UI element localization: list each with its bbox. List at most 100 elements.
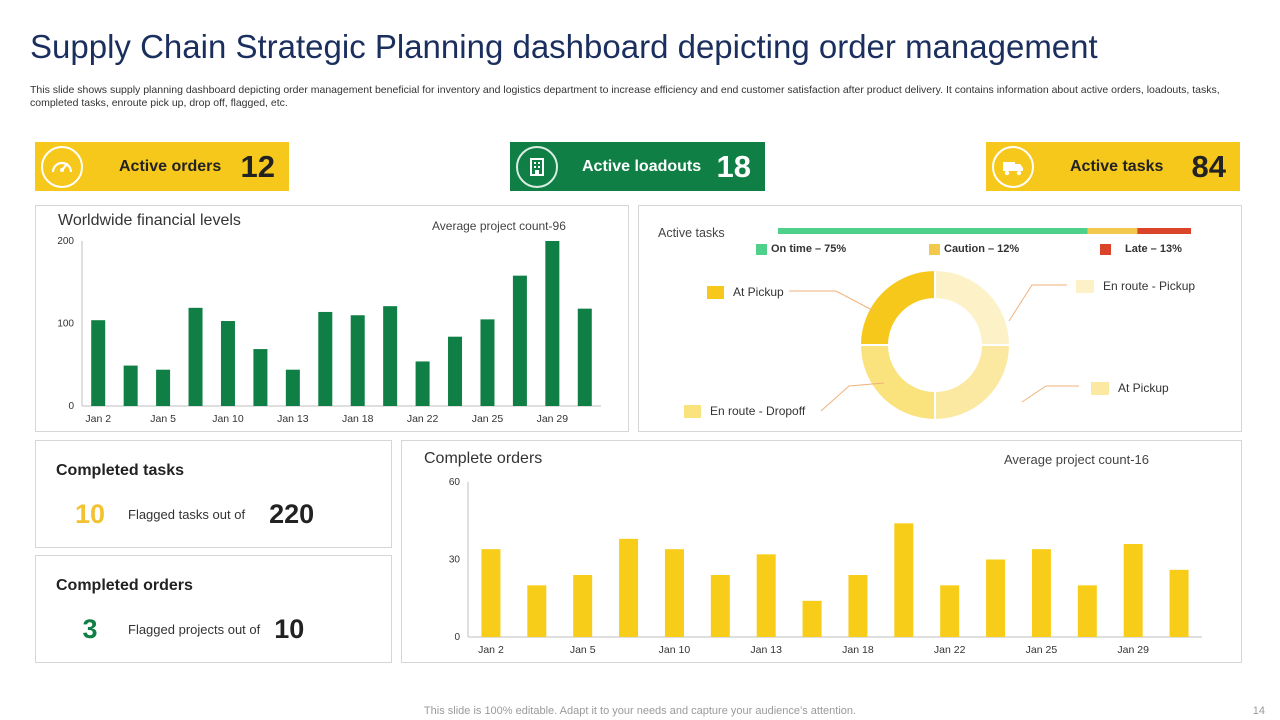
- callout-label: En route - Dropoff: [710, 404, 806, 418]
- x-tick-label: Jan 13: [750, 644, 782, 656]
- panel-subtitle: Average project count-16: [1004, 452, 1150, 467]
- complete-orders-bar-chart: 0 30 60 Jan 2 Jan 5 Jan 10 Jan 13 Jan 18 Jan 22 J…: [449, 477, 1202, 656]
- panel-title: Active tasks: [658, 226, 725, 240]
- stat-label: Flagged tasks out of: [128, 507, 246, 522]
- kpi-active-tasks[interactable]: Active tasks 84: [986, 142, 1240, 191]
- bar: [527, 585, 547, 637]
- flagged-count: 3: [82, 614, 98, 644]
- completed-orders-card: Completed orders 3 Flagged projects out …: [35, 555, 392, 663]
- legend-swatch: [929, 243, 940, 255]
- task-donut-chart: [789, 268, 1079, 422]
- donut-slice: [934, 268, 1012, 346]
- bar: [573, 575, 593, 637]
- y-tick-label: 30: [449, 555, 461, 566]
- bar: [188, 307, 203, 406]
- bar: [940, 585, 960, 637]
- callout-label: At Pickup: [733, 285, 784, 299]
- x-tick-label: Jan 10: [212, 413, 244, 425]
- kpi-active-loadouts[interactable]: Active loadouts 18: [510, 142, 765, 191]
- footer-note: This slide is 100% editable. Adapt it to…: [423, 705, 857, 717]
- progress-segment: [778, 228, 1088, 234]
- leader-line: [789, 290, 875, 312]
- x-tick-label: Jan 13: [277, 413, 309, 425]
- progress-segment: [1087, 228, 1138, 234]
- completed-tasks-card: Completed tasks 10 Flagged tasks out of …: [35, 440, 392, 548]
- y-tick-label: 200: [57, 236, 74, 247]
- leader-line: [1008, 284, 1067, 322]
- callout-swatch: [684, 404, 701, 418]
- bar: [1169, 569, 1189, 637]
- callout-en-route-pickup: En route - Pickup: [1076, 279, 1195, 293]
- callout-en-route-dropoff: En route - Dropoff: [684, 404, 805, 418]
- y-tick-label: 100: [57, 319, 74, 330]
- x-tick-label: Jan 25: [472, 413, 504, 425]
- legend-label: Late – 13%: [1125, 243, 1182, 255]
- kpi-value: 84: [1191, 148, 1226, 184]
- building-icon: [516, 145, 558, 188]
- bar: [512, 275, 527, 406]
- stat-total: 220: [269, 499, 315, 529]
- kpi-label: Active tasks: [1070, 157, 1164, 175]
- bar: [1031, 549, 1051, 637]
- bar: [91, 320, 106, 406]
- donut-slice: [934, 344, 1012, 422]
- bar: [318, 311, 333, 406]
- panel-title: Complete orders: [424, 450, 543, 467]
- legend-label: Caution – 12%: [944, 243, 1020, 255]
- bar: [710, 575, 730, 637]
- leader-line: [820, 382, 885, 412]
- callout-at-pickup-left: At Pickup: [707, 285, 784, 299]
- kpi-value: 12: [240, 148, 275, 184]
- truck-icon: [992, 145, 1034, 188]
- page-title: Supply Chain Strategic Planning dashboar…: [30, 28, 1098, 65]
- stat-label: Flagged projects out of: [128, 622, 261, 637]
- x-tick-label: Jan 29: [1117, 644, 1149, 656]
- callout-swatch: [1076, 279, 1094, 293]
- x-tick-label: Jan 2: [478, 644, 504, 656]
- bar: [253, 349, 268, 406]
- x-tick-label: Jan 22: [934, 644, 966, 656]
- card-title: Completed tasks: [56, 462, 185, 479]
- y-tick-label: 60: [449, 477, 461, 488]
- bar: [894, 523, 914, 637]
- donut-slice: [858, 268, 936, 346]
- bar: [848, 575, 868, 637]
- bar: [123, 365, 138, 406]
- callout-swatch: [1091, 381, 1109, 395]
- leader-line: [1021, 385, 1079, 403]
- bar: [545, 241, 560, 406]
- legend-caution: Caution – 12%: [929, 243, 1019, 255]
- bar: [415, 361, 430, 406]
- complete-orders-panel: Complete orders Average project count-16…: [401, 440, 1242, 663]
- flagged-count: 10: [74, 499, 106, 529]
- kpi-label: Active orders: [119, 157, 222, 175]
- callout-swatch: [707, 285, 724, 299]
- x-tick-label: Jan 10: [659, 644, 691, 656]
- legend-late: Late – 13%: [1100, 243, 1182, 255]
- active-tasks-panel: Active tasks On time – 75% Caution – 12%…: [638, 205, 1242, 432]
- bar: [1077, 585, 1097, 637]
- callout-at-pickup-right: At Pickup: [1091, 381, 1169, 395]
- bar: [220, 321, 235, 406]
- x-tick-label: Jan 22: [407, 413, 439, 425]
- legend-label: On time – 75%: [771, 243, 847, 255]
- panel-title: Worldwide financial levels: [58, 212, 241, 229]
- legend-swatch: [1100, 243, 1111, 255]
- bar: [480, 319, 495, 406]
- callout-label: At Pickup: [1118, 381, 1169, 395]
- x-tick-label: Jan 18: [342, 413, 374, 425]
- panel-subtitle: Average project count-96: [432, 219, 566, 233]
- callout-label: En route - Pickup: [1103, 279, 1196, 293]
- financial-levels-panel: Worldwide financial levels Average proje…: [35, 205, 629, 432]
- stat-row: 3 Flagged projects out of 10: [64, 614, 304, 645]
- progress-segment: [1137, 228, 1191, 234]
- bar: [448, 336, 463, 406]
- stat-total: 10: [274, 614, 305, 644]
- card-title: Completed orders: [56, 577, 193, 594]
- financial-bar-chart: 0 100 200 Jan 2 Jan 5 Jan 10 Jan 13 Jan 18 Jan 2…: [57, 236, 601, 425]
- legend-on-time: On time – 75%: [756, 243, 846, 255]
- speedometer-icon: [41, 145, 83, 188]
- bar: [383, 306, 398, 406]
- kpi-active-orders[interactable]: Active orders 12: [35, 142, 289, 191]
- bar: [664, 549, 684, 637]
